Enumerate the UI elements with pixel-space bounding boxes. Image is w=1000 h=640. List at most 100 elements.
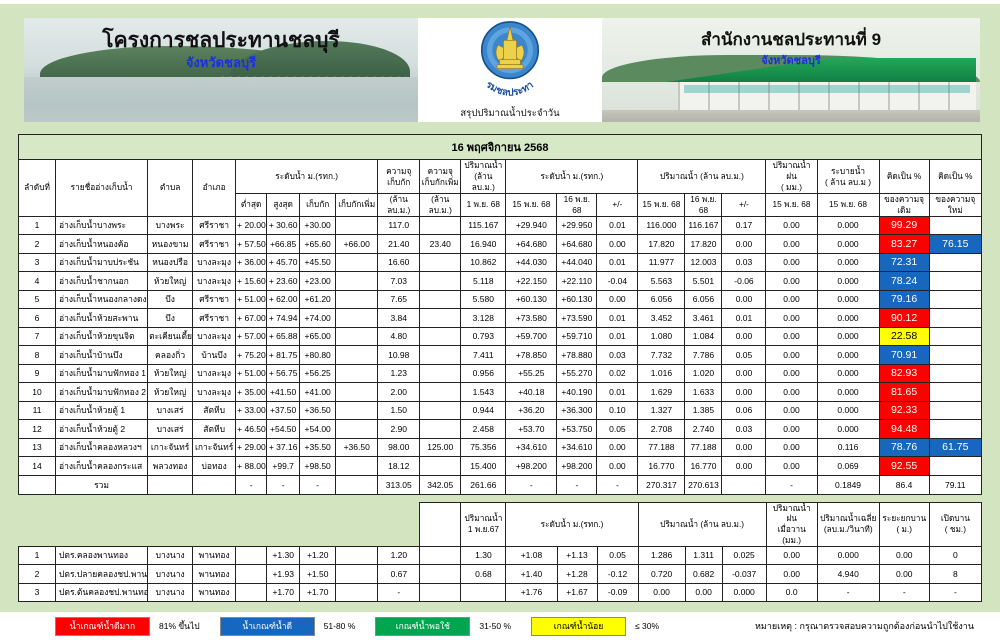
cell: - bbox=[765, 474, 818, 495]
legend-range-red: 81% ขึ้นไป bbox=[159, 621, 200, 632]
cell: 0.68 bbox=[460, 564, 507, 584]
cell: 10.862 bbox=[460, 252, 507, 273]
cell: +44.030 bbox=[505, 252, 558, 273]
cell: +73.580 bbox=[505, 308, 558, 328]
cell: 21.40 bbox=[377, 234, 421, 254]
cell: 17.820 bbox=[637, 234, 686, 254]
cell: +36.300 bbox=[556, 400, 598, 421]
cell: 0.000 bbox=[816, 326, 880, 347]
legend-range-yellow: ≤ 30% bbox=[635, 621, 660, 632]
cell: 1.385 bbox=[684, 400, 723, 421]
cell: 7.732 bbox=[637, 345, 686, 365]
cell: +1.13 bbox=[556, 545, 598, 566]
table-row: 6 อ่างเก็บน้ำห้วยสะพาน บึง ศรีราชา + 67.00 + … bbox=[17, 308, 983, 328]
cell: 270.613 bbox=[684, 474, 723, 495]
cell bbox=[928, 382, 983, 402]
cell: 0.793 bbox=[460, 326, 507, 347]
legend-swatch-blue: น้ำเกณฑ์น้ำดี bbox=[219, 616, 315, 636]
cell: 0.00 bbox=[765, 271, 818, 291]
cell: +55.270 bbox=[556, 363, 598, 384]
cell bbox=[928, 289, 983, 310]
cell: ปตร.ปลายคลองชป.พานทอง bbox=[55, 564, 149, 584]
cell: 116.167 bbox=[684, 215, 723, 236]
cell: 0.000 bbox=[816, 382, 880, 402]
left-banner-subtitle: จังหวัดชลบุรี bbox=[185, 55, 257, 70]
cell: 76.15 bbox=[928, 234, 983, 254]
cell: 7.411 bbox=[460, 345, 507, 365]
cell: + 20.00 bbox=[235, 215, 268, 236]
cell: 1 bbox=[17, 545, 57, 566]
cell: +64.680 bbox=[556, 234, 598, 254]
header-cell: ลำดับที่ bbox=[17, 159, 57, 217]
cell: +41.00 bbox=[299, 382, 337, 402]
cell: - bbox=[556, 474, 598, 495]
cell: เกาะจันทร์ bbox=[192, 437, 237, 458]
right-banner-subtitle: จังหวัดชลบุรี bbox=[761, 55, 821, 67]
cell: 0.01 bbox=[596, 215, 639, 236]
cell: 14 bbox=[17, 456, 57, 476]
table-row: 10 อ่างเก็บน้ำมาบฟักทอง 2 ห้วยใหญ่ บางละมุง… bbox=[17, 382, 983, 402]
cell: 17.820 bbox=[684, 234, 723, 254]
cell: ห้วยใหญ่ bbox=[147, 382, 194, 402]
water-shape bbox=[24, 77, 418, 122]
cell: ศรีราชา bbox=[192, 234, 237, 254]
header-cell: (ล้าน ลบ.ม.) bbox=[419, 193, 462, 217]
cell: 2 bbox=[17, 234, 57, 254]
header-cell: ระดับน้ำ ม.(รทก.) bbox=[505, 159, 639, 194]
cell bbox=[419, 582, 462, 603]
cell: + 15.60 bbox=[235, 271, 268, 291]
cell: 0.000 bbox=[816, 234, 880, 254]
cell: อ่างเก็บน้ำมาบประชัน bbox=[55, 252, 149, 273]
cell: 16.940 bbox=[460, 234, 507, 254]
table-row: 1 ปตร.คลองพานทอง บางนาง พานทอง +1.30 +1.20 1.2… bbox=[17, 545, 983, 566]
cell: +34.610 bbox=[505, 437, 558, 458]
cell: 79.11 bbox=[928, 474, 983, 495]
cell: บางละมุง bbox=[192, 363, 237, 384]
cell: 4 bbox=[17, 271, 57, 291]
legend-swatch-green: เกณฑ์น้ำพอใช้ bbox=[375, 616, 471, 636]
cell bbox=[335, 382, 379, 402]
header-cell: 16 พ.ย. 68 bbox=[684, 193, 723, 217]
cell: 0.01 bbox=[596, 308, 639, 328]
cell: 116.000 bbox=[637, 215, 686, 236]
cell: 75.356 bbox=[460, 437, 507, 458]
cell bbox=[335, 326, 379, 347]
cell: อ่างเก็บน้ำหนองค้อ bbox=[55, 234, 149, 254]
cell: +53.70 bbox=[505, 419, 558, 439]
cell: อ่างเก็บน้ำห้วยสะพาน bbox=[55, 308, 149, 328]
cell bbox=[928, 456, 983, 476]
cell: + 62.00 bbox=[266, 289, 301, 310]
table-row: 4 อ่างเก็บน้ำชากนอก ห้วยใหญ่ บางละมุง + 15.6… bbox=[17, 271, 983, 291]
cell: 92.33 bbox=[878, 400, 930, 421]
cell bbox=[928, 419, 983, 439]
cell: +80.80 bbox=[299, 345, 337, 365]
cell: อ่างเก็บน้ำมาบฟักทอง 2 bbox=[55, 382, 149, 402]
cell: 6.056 bbox=[637, 289, 686, 310]
header-cell: รายชื่ออ่างเก็บน้ำ bbox=[55, 159, 149, 217]
header-cell: ความจุ เก็บกักเพิ่ม bbox=[419, 159, 462, 194]
header-cell: เปิดบาน ( ชม.) bbox=[928, 501, 983, 547]
cell: 23.40 bbox=[419, 234, 462, 254]
header-cell: ความจุ เก็บกัก bbox=[377, 159, 421, 194]
cell: 1.020 bbox=[684, 363, 723, 384]
cell: 82.93 bbox=[878, 363, 930, 384]
cell: อ่างเก็บน้ำห้วยขุนจิต bbox=[55, 326, 149, 347]
building-wall-shape bbox=[678, 82, 977, 110]
cell: 0.00 bbox=[765, 400, 818, 421]
cell: 0.000 bbox=[816, 215, 880, 236]
cell: - bbox=[878, 582, 930, 603]
cell: - bbox=[816, 582, 880, 603]
table-row: 13 อ่างเก็บน้ำคลองหลวงฯ เกาะจันทร์ เกาะจันท… bbox=[17, 437, 983, 458]
header-cell bbox=[18, 502, 421, 547]
cell: 0.67 bbox=[377, 564, 421, 584]
cell: 0.00 bbox=[721, 326, 767, 347]
cell: 6.056 bbox=[684, 289, 723, 310]
cell bbox=[419, 564, 462, 584]
cell: 0.00 bbox=[721, 289, 767, 310]
cell: บางเสร่ bbox=[147, 400, 194, 421]
cell: บางละมุง bbox=[192, 252, 237, 273]
cell: 1.20 bbox=[377, 545, 421, 566]
cell: 4.940 bbox=[816, 564, 880, 584]
cell: +65.00 bbox=[299, 326, 337, 347]
cell: +60.130 bbox=[556, 289, 598, 310]
